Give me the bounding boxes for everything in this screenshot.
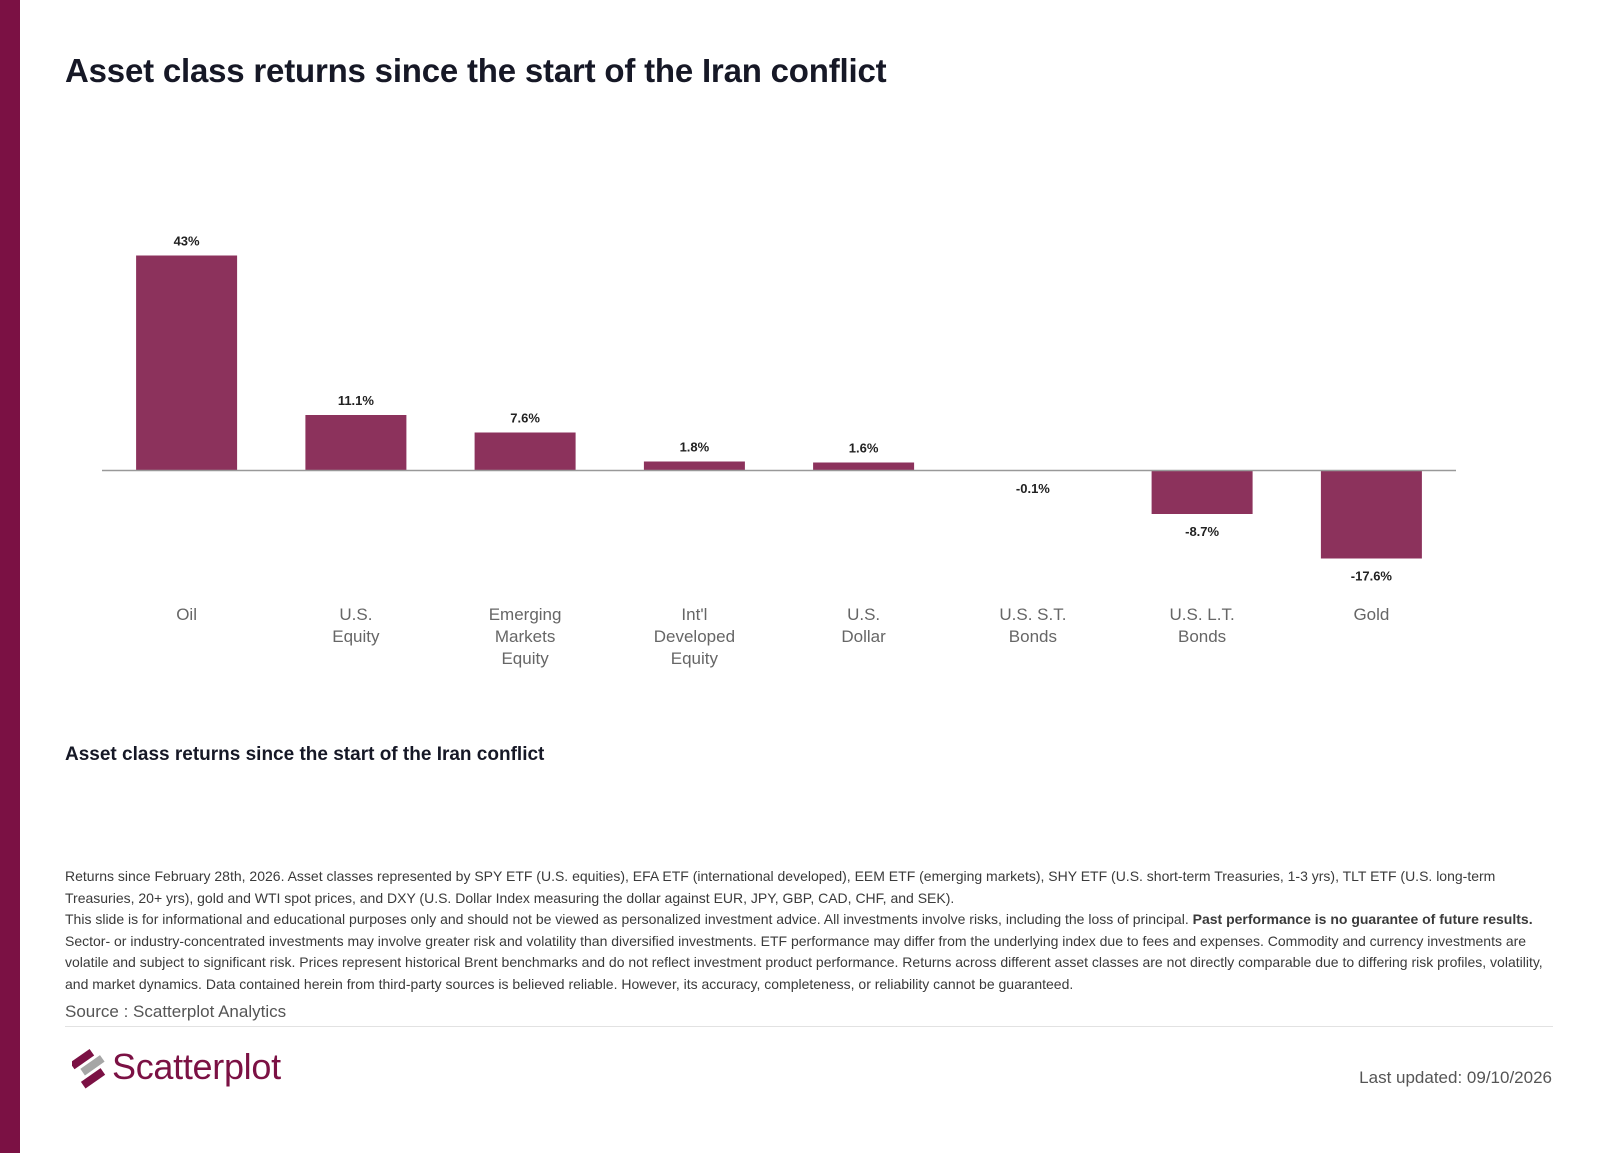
bar-1 [305,415,407,471]
disclaimer-text-start: This slide is for informational and educ… [65,911,1193,927]
category-label-6: U.S. L.T. Bonds [1170,605,1235,646]
last-updated: Last updated: 09/10/2026 [1359,1068,1552,1087]
bar-0 [136,255,238,471]
bars-layer [136,255,1422,559]
chart-subtitle: Asset class returns since the start of t… [65,744,545,765]
value-label-3: 1.8% [680,440,710,455]
category-label-5: U.S. S.T. Bonds [999,605,1066,646]
footnote-disclaimer: This slide is for informational and educ… [65,909,1555,995]
bar-chart: 43% Oil 11.1% U.S. Equity 7.6% Emerging Markets… [102,234,1456,669]
labels-layer: 43% Oil 11.1% U.S. Equity 7.6% Emerging Markets… [174,234,1393,669]
bar-7 [1320,470,1422,559]
logo-wordmark: Scatterplot [112,1046,281,1087]
category-label-2: Emerging Markets Equity [489,605,562,668]
category-label-4: U.S. Dollar [841,605,886,646]
page-title: Asset class returns since the start of t… [65,52,887,89]
value-label-1: 11.1% [338,393,375,408]
category-label-7: Gold [1353,605,1389,624]
bar-3 [643,461,745,471]
accent-stripe [0,0,20,1153]
bar-6 [1151,470,1253,514]
value-label-4: 1.6% [849,441,879,456]
category-label-1: U.S. Equity [332,605,380,646]
bar-4 [813,462,915,471]
value-label-2: 7.6% [510,411,540,426]
footer-divider [65,1026,1553,1027]
disclaimer-text-end: Sector- or industry-concentrated investm… [65,932,1543,992]
value-label-0: 43% [174,234,200,249]
scatterplot-logo-icon [72,1048,106,1089]
footnote: Returns since February 28th, 2026. Asset… [65,866,1555,995]
source-note: Source : Scatterplot Analytics [65,1002,287,1021]
bar-2 [474,432,576,471]
category-label-3: Int'l Developed Equity [654,605,735,668]
value-label-6: -8.7% [1185,524,1219,539]
disclaimer-bold-text: Past performance is no guarantee of futu… [1192,911,1533,927]
category-label-0: Oil [176,605,197,624]
value-label-5: -0.1% [1016,481,1050,496]
value-label-7: -17.6% [1351,569,1393,584]
scatterplot-logo: Scatterplot [72,1044,281,1090]
footnote-methodology: Returns since February 28th, 2026. Asset… [65,868,1496,906]
